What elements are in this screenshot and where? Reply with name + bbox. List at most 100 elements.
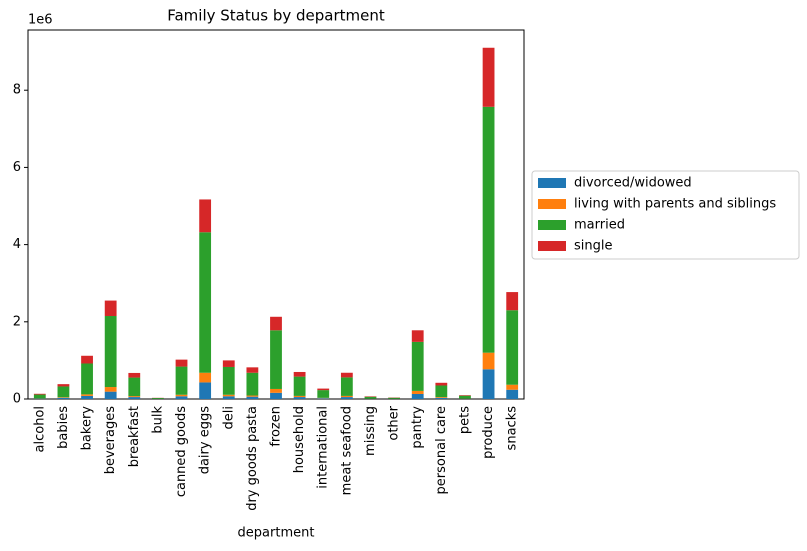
bar-segment	[270, 392, 282, 399]
bar-segment	[435, 385, 448, 398]
bar-segment	[411, 330, 424, 342]
x-tick-label: personal care	[434, 406, 449, 494]
y-tick-label: 6	[13, 160, 21, 175]
y-offset-label: 1e6	[28, 13, 53, 28]
bar-segment	[317, 388, 330, 391]
bar-segment	[81, 355, 93, 364]
bar-segment	[81, 394, 93, 396]
bar-segment	[435, 397, 448, 399]
bar-segment	[199, 199, 212, 233]
chart-title: Family Status by department	[167, 7, 385, 25]
bar-segment	[317, 390, 330, 398]
x-tick-label: other	[387, 405, 402, 440]
y-tick-label: 0	[13, 392, 21, 407]
legend-label: married	[574, 218, 625, 233]
x-tick-label: deli	[221, 406, 236, 429]
bar-segment	[246, 396, 259, 399]
x-tick-label: snacks	[505, 406, 520, 451]
bar-segment	[57, 384, 70, 387]
x-tick-label: meat seafood	[339, 406, 354, 495]
bar-segment	[340, 377, 353, 396]
legend-label: divorced/widowed	[574, 176, 692, 191]
bar-segment	[175, 396, 188, 399]
x-tick-label: frozen	[269, 406, 284, 447]
bar-segment	[459, 395, 471, 396]
x-tick-label: produce	[481, 406, 496, 459]
x-tick-label: missing	[363, 406, 378, 456]
bar-segment	[199, 382, 212, 399]
x-tick-label: babies	[56, 406, 71, 449]
bar-segment	[104, 387, 117, 392]
x-tick-label: pets	[457, 406, 472, 434]
bar-segment	[246, 367, 259, 373]
bar-segment	[222, 366, 235, 395]
x-tick-label: international	[316, 406, 331, 489]
bar-segment	[81, 395, 93, 399]
bar-segment	[293, 371, 306, 377]
bar-segment	[435, 382, 448, 386]
legend-box	[531, 170, 800, 260]
bar-segment	[175, 366, 188, 395]
bar-segment	[506, 384, 519, 390]
x-tick-label: dry goods pasta	[245, 406, 260, 511]
bar-segment	[482, 352, 495, 370]
x-tick-label: canned goods	[174, 406, 189, 497]
x-tick-label: alcohol	[32, 406, 47, 452]
bar-segment	[222, 396, 235, 399]
bar-segment	[222, 360, 235, 367]
bar-segment	[33, 393, 46, 395]
bar-segment	[33, 394, 46, 399]
legend-swatch	[538, 241, 566, 251]
bar-segment	[246, 372, 259, 396]
bar-segment	[340, 395, 353, 398]
bar-segment	[199, 232, 212, 373]
bar-segment	[482, 47, 495, 107]
legend-label: single	[574, 239, 613, 254]
legend-label: living with parents and siblings	[574, 197, 776, 212]
bar-segment	[152, 398, 164, 399]
legend-swatch	[538, 199, 566, 209]
x-tick-label: pantry	[410, 406, 425, 449]
y-tick-label: 8	[13, 83, 21, 98]
bar-segment	[104, 316, 117, 388]
bar-segment	[411, 341, 424, 391]
bar-segment	[388, 397, 400, 399]
bar-segment	[128, 377, 141, 397]
bar-segment	[199, 372, 212, 383]
bar-segment	[293, 376, 306, 396]
bar-segment	[175, 394, 188, 397]
bar-segment	[270, 388, 282, 393]
x-tick-label: bakery	[80, 406, 95, 451]
bar-segment	[411, 393, 424, 399]
bar-segment	[128, 372, 141, 378]
bar-segment	[246, 395, 259, 397]
bar-segment	[128, 397, 141, 399]
bar-segment	[57, 386, 70, 398]
bar-segment	[128, 396, 141, 398]
bar-segment	[364, 396, 377, 399]
x-tick-label: bulk	[150, 406, 165, 434]
x-tick-label: breakfast	[127, 406, 142, 467]
x-axis-label: department	[238, 526, 315, 541]
x-tick-label: household	[292, 406, 307, 473]
legend-swatch	[538, 220, 566, 230]
bar-segment	[482, 369, 495, 399]
bar-segment	[57, 397, 70, 398]
bar-segment	[506, 292, 519, 311]
x-tick-label: beverages	[103, 406, 118, 475]
bar-segment	[459, 395, 471, 399]
bar-segment	[104, 391, 117, 399]
bar-segment	[340, 397, 353, 399]
bar-segment	[57, 397, 70, 399]
bar-segment	[222, 394, 235, 397]
bar-segment	[506, 310, 519, 385]
bar-segment	[317, 398, 330, 399]
bar-segment	[506, 389, 519, 399]
bar-segment	[482, 106, 495, 353]
bar-segment	[104, 300, 117, 317]
bar-segment	[81, 363, 93, 395]
y-tick-label: 4	[13, 237, 21, 252]
bar-segment	[435, 397, 448, 398]
bar-segment	[270, 330, 282, 389]
